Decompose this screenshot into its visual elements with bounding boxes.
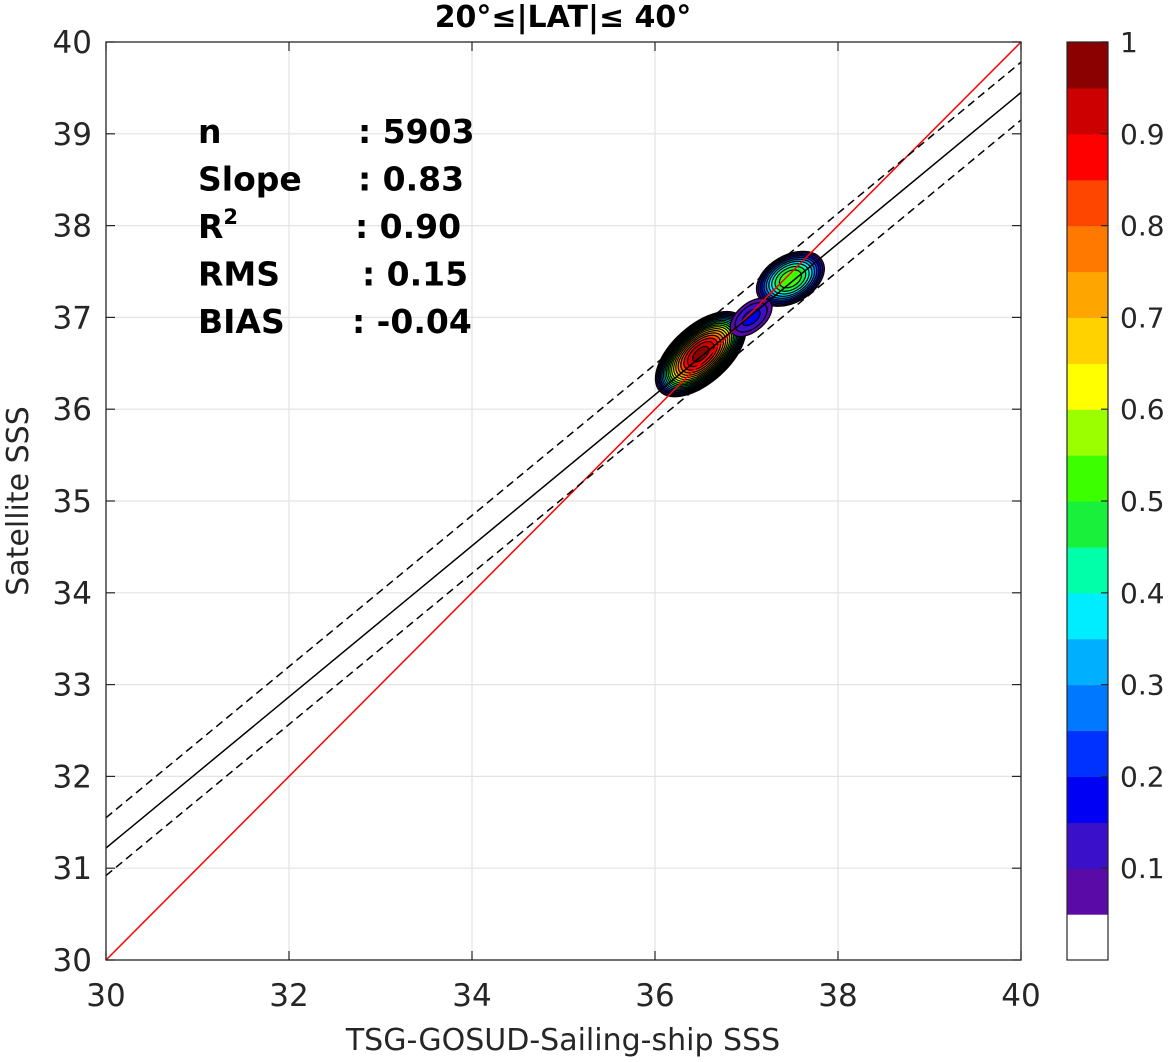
colorbar-swatch: [1067, 868, 1108, 915]
one-to-one-line: [106, 42, 1021, 960]
regression-minus-line: [106, 119, 1021, 877]
colorbar-swatch: [1067, 776, 1108, 823]
y-tick-label: 40: [53, 25, 92, 61]
x-tick-label: 30: [86, 978, 125, 1014]
colorbar-swatch: [1067, 730, 1108, 777]
colorbar-swatch: [1067, 271, 1108, 318]
y-tick-label: 31: [53, 851, 92, 887]
stat-value: : -0.04: [352, 302, 472, 341]
colorbar-swatch: [1067, 42, 1108, 89]
colorbar-swatch: [1067, 638, 1108, 686]
colorbar-swatch: [1067, 592, 1108, 640]
stat-value: : 5903: [358, 112, 475, 151]
colorbar-swatch: [1067, 822, 1108, 869]
x-tick-label: 32: [269, 978, 308, 1014]
stat-name: BIAS: [198, 302, 285, 341]
colorbar-tick-label: 0.9: [1120, 118, 1165, 151]
y-tick-label: 32: [53, 759, 92, 795]
x-tick-label: 40: [1001, 978, 1040, 1014]
regression-plus-line: [106, 61, 1021, 819]
colorbar-tick-label: 0.2: [1120, 760, 1165, 793]
colorbar-swatch: [1067, 133, 1108, 181]
y-tick-label: 39: [53, 117, 92, 153]
y-tick-label: 33: [53, 668, 92, 704]
colorbar-swatch: [1067, 363, 1108, 410]
colorbar-swatch: [1067, 317, 1108, 364]
colorbar-tick-label: 1: [1120, 26, 1138, 59]
colorbar-tick-label: 0.7: [1120, 301, 1165, 334]
y-tick-label: 34: [53, 576, 92, 612]
chart-title: 20°≤|LAT|≤ 40°: [435, 0, 692, 35]
colorbar-tick-label: 0.5: [1120, 485, 1165, 518]
stat-value: : 0.15: [362, 255, 468, 294]
stat-name: Slope: [198, 160, 302, 199]
y-tick-label: 35: [53, 484, 92, 520]
colorbar-swatch: [1067, 684, 1108, 732]
colorbar-tick-label: 0.6: [1120, 393, 1165, 426]
colorbar-tick-label: 0.1: [1120, 852, 1165, 885]
x-tick-label: 38: [818, 978, 857, 1014]
colorbar-swatch: [1067, 87, 1108, 135]
regression-line: [106, 91, 1021, 849]
density-contour-level: [741, 308, 761, 327]
stat-value: : 0.90: [355, 207, 461, 246]
colorbar-tick-label: 0.4: [1120, 577, 1165, 610]
colorbar-swatch: [1067, 409, 1108, 456]
stat-name: RMS: [198, 255, 280, 294]
density-contour-level: [692, 345, 710, 363]
axis-ticks: 30 32 34 36 38 40 30 31 32 33 34 35 36 37 38 39 40: [53, 25, 1041, 1014]
y-tick-label: 36: [53, 392, 92, 428]
x-tick-label: 34: [452, 978, 491, 1014]
y-axis-label: Satellite SSS: [1, 406, 36, 596]
colorbar-swatch: [1067, 455, 1108, 502]
colorbar-tick-label: 0.8: [1120, 210, 1165, 243]
x-tick-label: 36: [635, 978, 674, 1014]
y-tick-label: 37: [53, 300, 92, 336]
density-contour-level: [778, 269, 802, 289]
colorbar-swatch: [1067, 179, 1108, 227]
statistics-box: n : 5903 Slope : 0.83 R2 : 0.90 RMS : 0.15 BIAS:…: [198, 112, 475, 341]
grid: [106, 42, 1021, 960]
colorbar: 0.1 0.2 0.3 0.4 0.5 0.6 0.7 0.8 0.9 1: [1066, 26, 1165, 961]
colorbar-swatch: [1067, 914, 1108, 961]
colorbar-swatch: [1067, 546, 1108, 594]
colorbar-swatch: [1067, 501, 1108, 548]
stat-name: n: [198, 112, 222, 151]
colorbar-swatch: [1067, 225, 1108, 273]
colorbar-tick-label: 0.3: [1120, 669, 1165, 702]
y-tick-label: 38: [53, 209, 92, 245]
stat-name: R2: [198, 205, 238, 246]
reference-lines: [106, 42, 1021, 960]
stat-value: : 0.83: [358, 160, 464, 199]
y-tick-label: 30: [53, 943, 92, 979]
x-axis-label: TSG-GOSUD-Sailing-ship SSS: [345, 1023, 780, 1058]
